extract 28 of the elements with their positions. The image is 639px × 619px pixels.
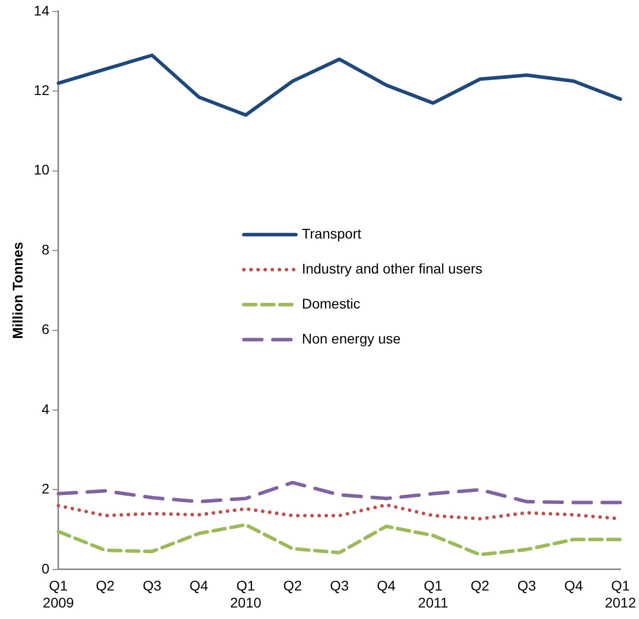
y-tick-label: 12: [34, 82, 50, 98]
line-series: [56, 480, 622, 504]
x-tick-label: Q2: [283, 578, 302, 594]
x-tick-label: Q3: [142, 578, 162, 594]
x-tick-label: Q4: [564, 578, 584, 594]
x-tick-label: Q4: [376, 578, 396, 594]
x-tick-label: Q3: [517, 578, 536, 594]
y-tick-label: 8: [42, 241, 50, 258]
y-axis-title: Million Tonnes: [9, 242, 26, 339]
legend-label: Transport: [302, 225, 362, 242]
y-tick-label: 4: [42, 400, 50, 417]
x-tick-label: Q2: [470, 578, 490, 594]
x-tick-label: Q1 2010: [230, 578, 262, 610]
y-tick-label: 14: [34, 2, 50, 18]
x-tick-label: Q1 2009: [42, 578, 74, 610]
legend-label: Industry and other final users: [302, 260, 482, 276]
x-tick-label: Q2: [96, 578, 115, 594]
legend-label: Domestic: [302, 295, 360, 312]
x-tick-label: Q4: [190, 578, 208, 594]
y-tick-label: 2: [42, 480, 50, 497]
y-tick-label: 6: [42, 321, 50, 338]
line-series: [56, 523, 622, 556]
x-tick-label: Q1 2011: [418, 578, 448, 610]
legend-label: Non energy use: [302, 330, 401, 346]
x-tick-label: Q1 2012: [604, 578, 636, 610]
y-tick-label: 0: [42, 560, 50, 576]
x-tick-label: Q3: [330, 578, 349, 594]
y-tick-label: 10: [34, 162, 50, 178]
